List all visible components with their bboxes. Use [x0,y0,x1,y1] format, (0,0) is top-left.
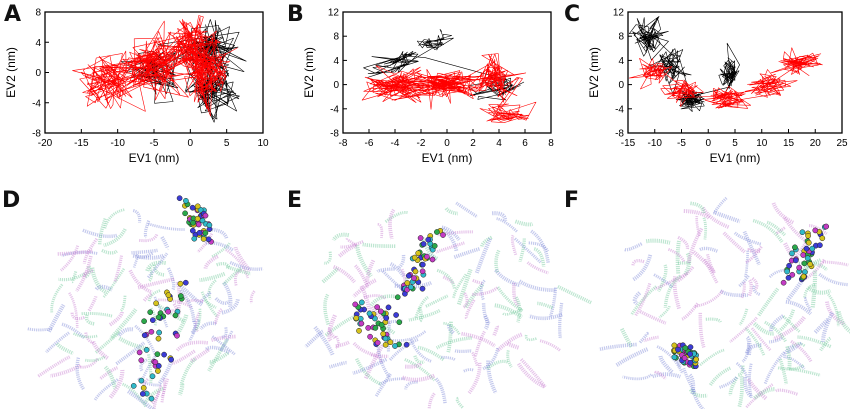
x-tick-label: 25 [836,138,848,149]
x-tick-label: -20 [38,138,53,149]
x-tick-label: 10 [257,138,269,149]
y-axis-label: EV2 (nm) [302,47,316,98]
series-trajectory-red [361,53,537,123]
x-tick-label: 0 [705,138,711,149]
y-tick-label: -4 [330,104,339,115]
series-trajectory-red [72,15,238,117]
y-tick-label: 0 [35,68,41,79]
x-tick-label: -5 [150,138,159,149]
x-tick-label: 10 [756,138,768,149]
y-tick-label: -8 [330,129,339,140]
y-tick-label: 8 [333,32,339,43]
y-axis-label: EV2 (nm) [587,47,601,98]
x-tick-label: -10 [110,138,125,149]
x-tick-label: 5 [224,138,230,149]
x-tick-label: -15 [621,138,636,149]
x-tick-label: -2 [417,138,426,149]
series-trajectory-black [363,29,525,101]
x-tick-label: 0 [188,138,194,149]
protein-structure-e [304,201,593,409]
y-tick-label: 0 [333,80,339,91]
y-tick-label: -4 [32,98,41,109]
panel-label-b: B [287,2,304,27]
x-tick-label: 5 [732,138,738,149]
x-tick-label: -4 [391,138,400,149]
y-tick-label: 8 [618,32,624,43]
y-tick-label: 8 [35,8,41,19]
protein-structure-f [598,196,850,409]
y-tick-label: 4 [35,38,41,49]
x-tick-label: 4 [496,138,502,149]
series-trajectory-black [629,16,740,112]
x-axis-label: EV1 (nm) [710,151,761,165]
y-tick-label: -8 [32,129,41,140]
x-tick-label: -8 [339,138,348,149]
x-tick-label: -10 [648,138,663,149]
x-axis-label: EV1 (nm) [422,151,473,165]
x-tick-label: 20 [810,138,822,149]
y-tick-label: -8 [615,129,624,140]
y-axis-label: EV2 (nm) [4,47,18,98]
panel-label-d: D [2,188,21,213]
x-tick-label: 8 [548,138,554,149]
x-tick-label: -5 [677,138,686,149]
y-tick-label: 12 [328,8,340,19]
x-tick-label: 0 [444,138,450,149]
y-tick-label: 4 [333,56,339,67]
panel-label-f: F [564,188,580,213]
panel-label-e: E [287,188,303,213]
x-axis-label: EV1 (nm) [129,151,180,165]
x-tick-label: -15 [74,138,89,149]
series-trajectory-red [628,47,823,109]
chart-panel-3: -15 -10 -5 0 5 10 15 20 25 -8 -4 0 4 8 12 EV1 (nm) EV2 (… [587,8,848,166]
protein-structure-d [26,195,264,409]
y-tick-label: 0 [618,80,624,91]
panel-label-c: C [564,2,581,27]
y-tick-label: 12 [613,8,625,19]
chart-panel-2: -8 -6 -4 -2 0 2 4 6 8 -8 -4 0 4 8 12 EV1 (nm) EV2 (nm) [302,8,554,166]
x-tick-label: 15 [783,138,795,149]
x-tick-label: 2 [470,138,476,149]
y-tick-label: 4 [618,56,624,67]
x-tick-label: -6 [365,138,374,149]
panel-label-a: A [4,2,22,27]
x-tick-label: 6 [522,138,528,149]
chart-panel-1: -20 -15 -10 -5 0 5 10 -8 -4 0 4 8 EV1 (nm) EV2 (nm) [4,8,269,166]
y-tick-label: -4 [615,104,624,115]
